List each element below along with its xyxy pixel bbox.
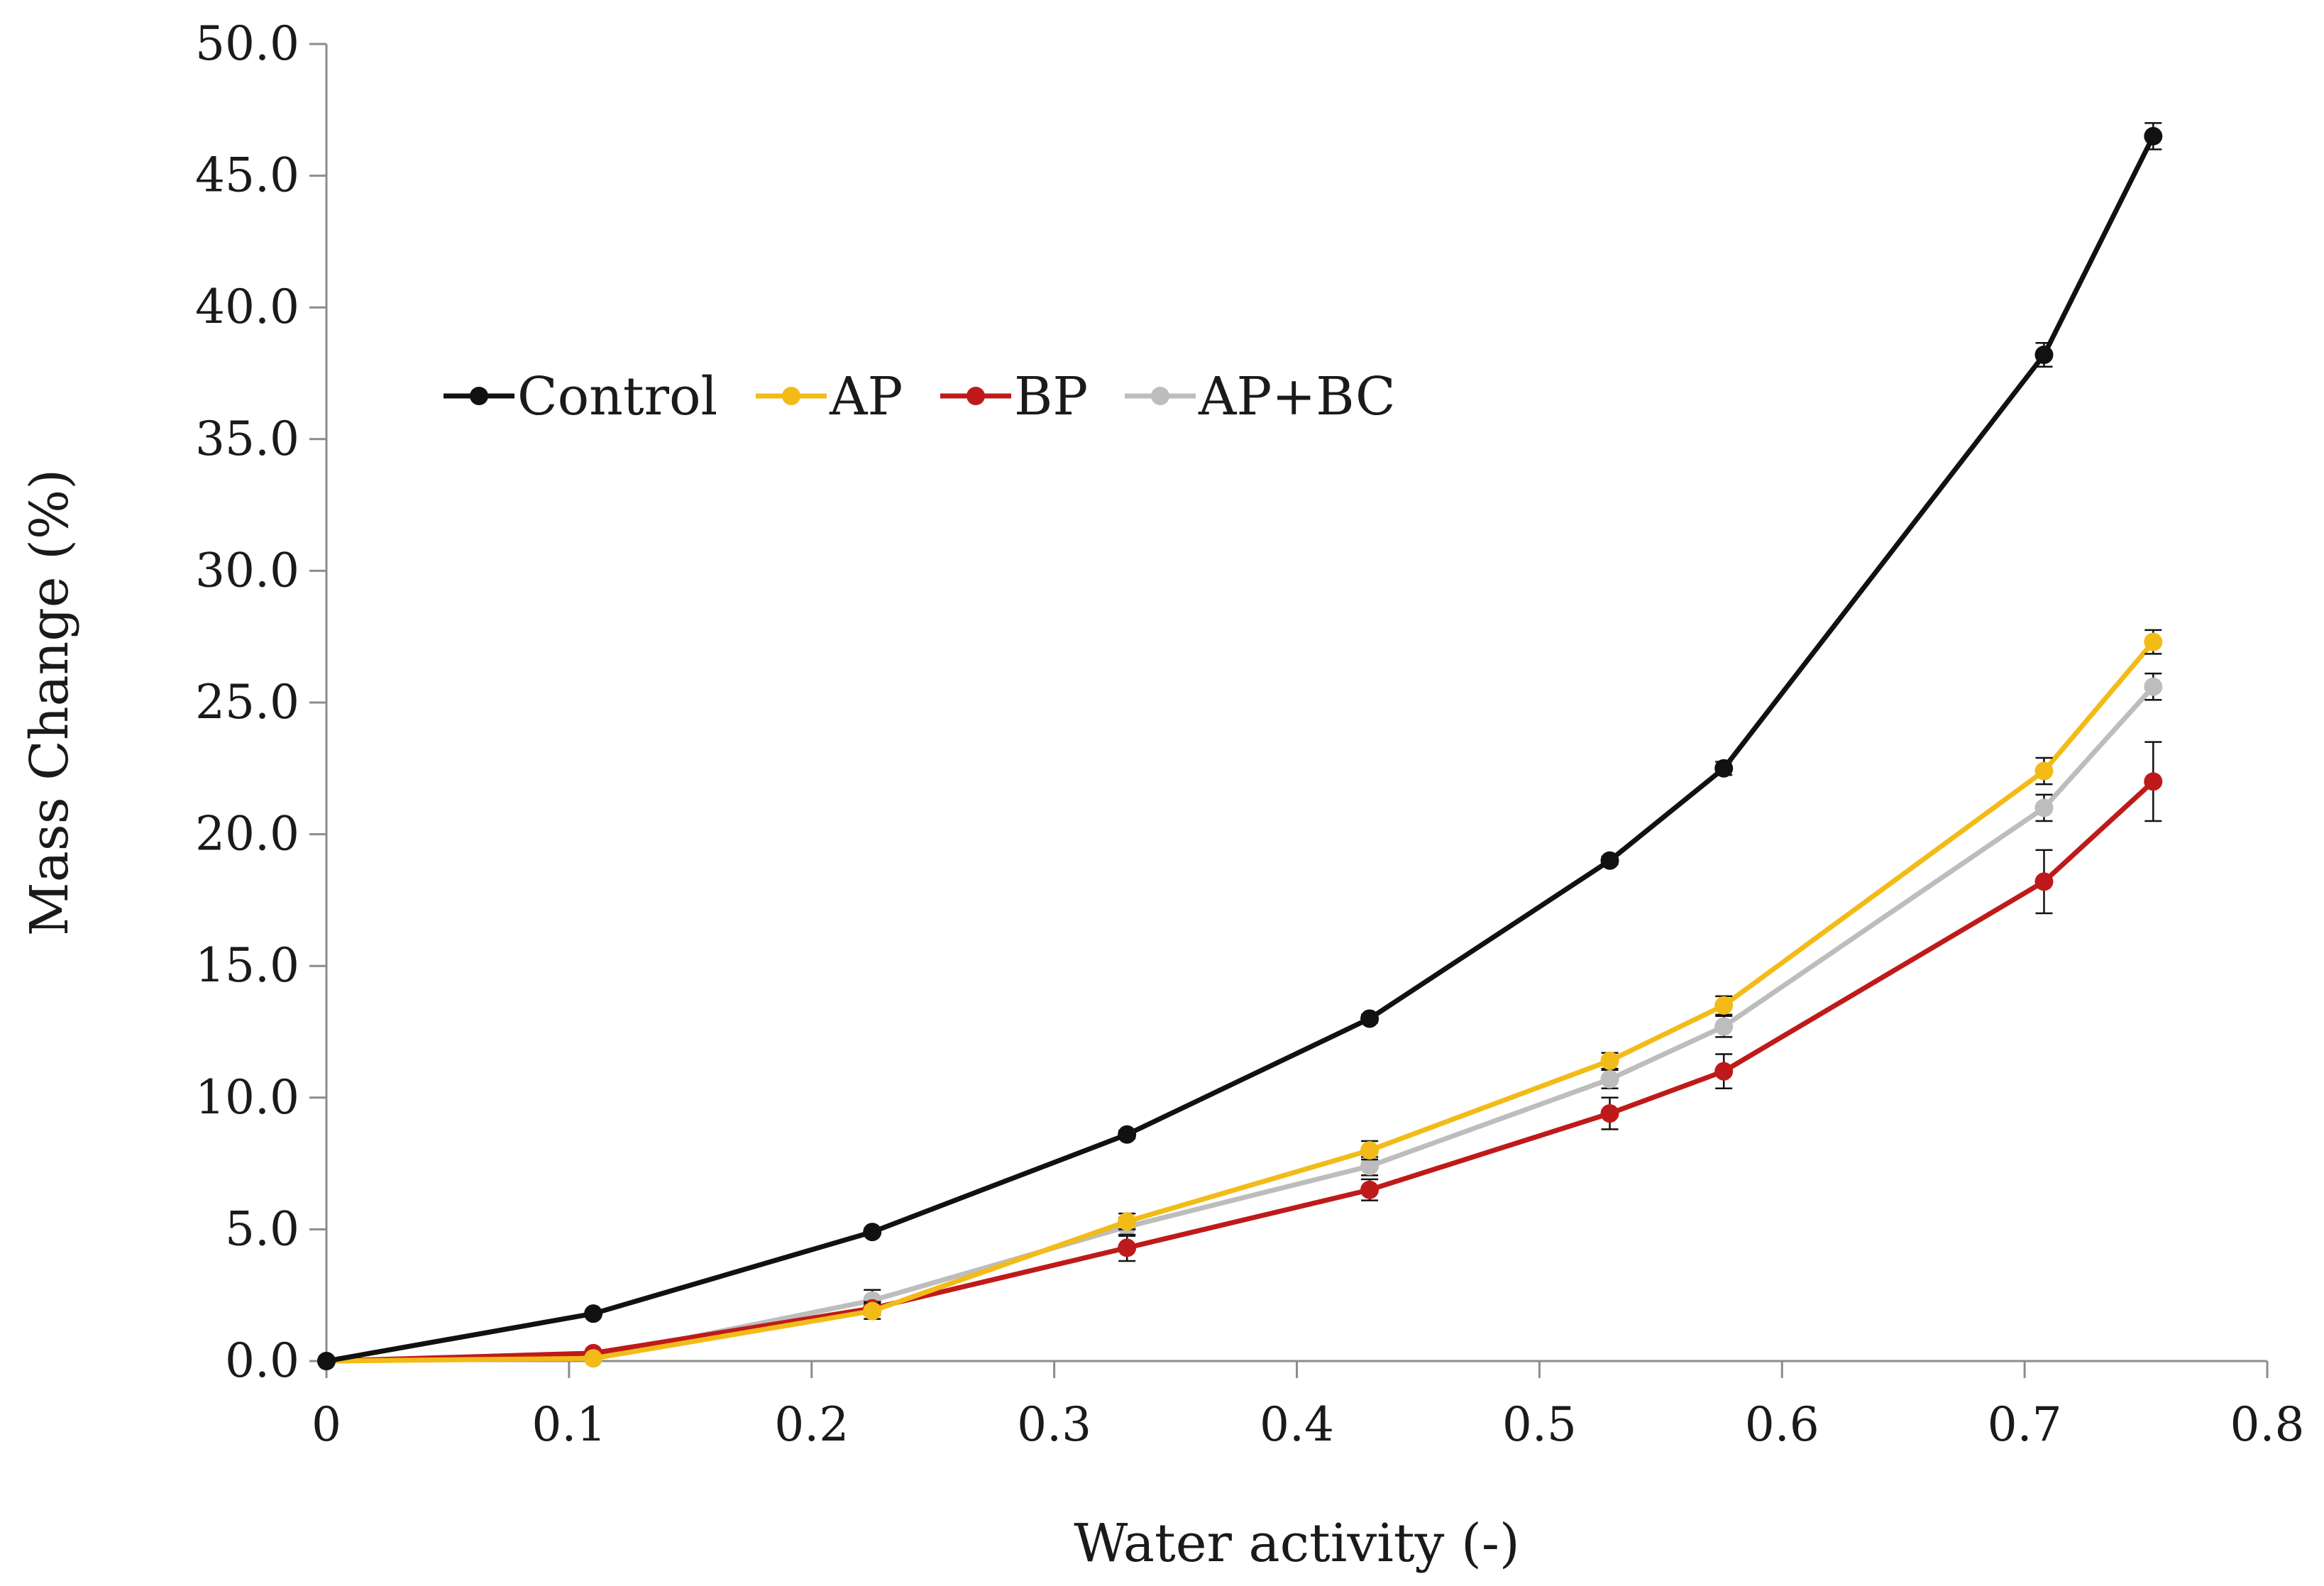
series-ap bbox=[317, 629, 2163, 1370]
legend-swatch-marker bbox=[470, 387, 488, 405]
data-point-control bbox=[2034, 346, 2054, 365]
y-tick-label: 50.0 bbox=[195, 16, 299, 71]
data-point-ap-bc bbox=[2034, 798, 2054, 817]
data-point-ap-bc bbox=[2144, 677, 2163, 696]
data-point-ap-bc bbox=[1714, 1017, 1734, 1036]
y-tick-label: 30.0 bbox=[195, 543, 299, 597]
y-tick-label: 15.0 bbox=[195, 938, 299, 993]
y-tick-label: 0.0 bbox=[225, 1333, 299, 1388]
y-tick-label: 20.0 bbox=[195, 807, 299, 861]
legend-swatch-marker bbox=[782, 387, 800, 405]
y-tick-label: 40.0 bbox=[195, 280, 299, 334]
data-point-control bbox=[863, 1223, 882, 1242]
series-ap-bc bbox=[317, 672, 2163, 1370]
data-point-bp bbox=[2144, 772, 2163, 791]
data-point-ap bbox=[1360, 1141, 1379, 1160]
y-tick-label: 5.0 bbox=[225, 1201, 299, 1256]
data-point-ap bbox=[584, 1349, 603, 1368]
data-point-bp bbox=[1714, 1062, 1734, 1081]
x-axis-title: Water activity (-) bbox=[1074, 1513, 1519, 1574]
data-point-control bbox=[1118, 1125, 1137, 1144]
x-tick-label: 0.3 bbox=[1017, 1397, 1091, 1452]
x-tick-label: 0.1 bbox=[532, 1397, 606, 1452]
series-line-ap-bc bbox=[324, 684, 2156, 1364]
x-tick-label: 0.7 bbox=[1988, 1397, 2062, 1452]
data-point-bp bbox=[1118, 1238, 1137, 1257]
x-tick-label: 0.5 bbox=[1502, 1397, 1577, 1452]
x-tick-label: 0.2 bbox=[774, 1397, 849, 1452]
legend-item-control: Control bbox=[444, 366, 717, 427]
legend-label-control: Control bbox=[517, 366, 717, 427]
x-tick-label: 0.8 bbox=[2230, 1397, 2305, 1452]
series-layer bbox=[317, 122, 2163, 1370]
data-point-ap bbox=[2034, 761, 2054, 781]
series-bp bbox=[317, 741, 2163, 1370]
legend: Control AP BP AP+BC bbox=[444, 366, 1396, 427]
data-point-control bbox=[1600, 851, 1619, 870]
legend-label-ap: AP bbox=[829, 366, 903, 427]
data-point-ap bbox=[1714, 996, 1734, 1015]
data-point-ap bbox=[1600, 1051, 1619, 1070]
axes bbox=[325, 44, 2267, 1362]
y-tick-label: 10.0 bbox=[195, 1070, 299, 1125]
legend-swatch-marker bbox=[967, 387, 985, 405]
series-control bbox=[317, 122, 2163, 1370]
data-point-control bbox=[2144, 126, 2163, 145]
y-tick-label: 45.0 bbox=[195, 148, 299, 203]
data-point-control bbox=[1360, 1009, 1379, 1028]
data-point-ap bbox=[863, 1301, 882, 1321]
data-point-control bbox=[1714, 759, 1734, 778]
legend-item-ap-bc: AP+BC bbox=[1125, 366, 1396, 427]
ticks: 0.0 5.0 10.0 15.0 20.0 25.0 30.0 35.0 40.0 45.0 50… bbox=[195, 16, 2304, 1452]
legend-label-ap-bc: AP+BC bbox=[1198, 366, 1396, 427]
x-tick-label: 0.6 bbox=[1745, 1397, 1819, 1452]
y-tick-label: 35.0 bbox=[195, 412, 299, 466]
legend-item-bp: BP bbox=[940, 366, 1088, 427]
legend-swatch-marker bbox=[1151, 387, 1169, 405]
data-point-ap bbox=[2144, 632, 2163, 651]
legend-item-ap: AP bbox=[756, 366, 903, 427]
data-point-bp bbox=[1600, 1104, 1619, 1123]
series-line-bp bbox=[324, 778, 2156, 1364]
data-point-ap-bc bbox=[1600, 1069, 1619, 1089]
series-line-ap bbox=[324, 639, 2156, 1364]
data-point-bp bbox=[1360, 1180, 1379, 1199]
data-point-control bbox=[317, 1352, 336, 1370]
data-point-ap bbox=[1118, 1212, 1137, 1231]
y-tick-label: 25.0 bbox=[195, 675, 299, 729]
legend-label-bp: BP bbox=[1014, 366, 1088, 427]
x-tick-label: 0.4 bbox=[1260, 1397, 1334, 1452]
data-point-control bbox=[584, 1304, 603, 1323]
x-tick-label: 0 bbox=[312, 1397, 341, 1452]
data-point-bp bbox=[2034, 872, 2054, 891]
y-axis-title: Mass Change (%) bbox=[19, 469, 80, 936]
series-line-control bbox=[324, 133, 2156, 1364]
data-point-ap-bc bbox=[1360, 1157, 1379, 1176]
